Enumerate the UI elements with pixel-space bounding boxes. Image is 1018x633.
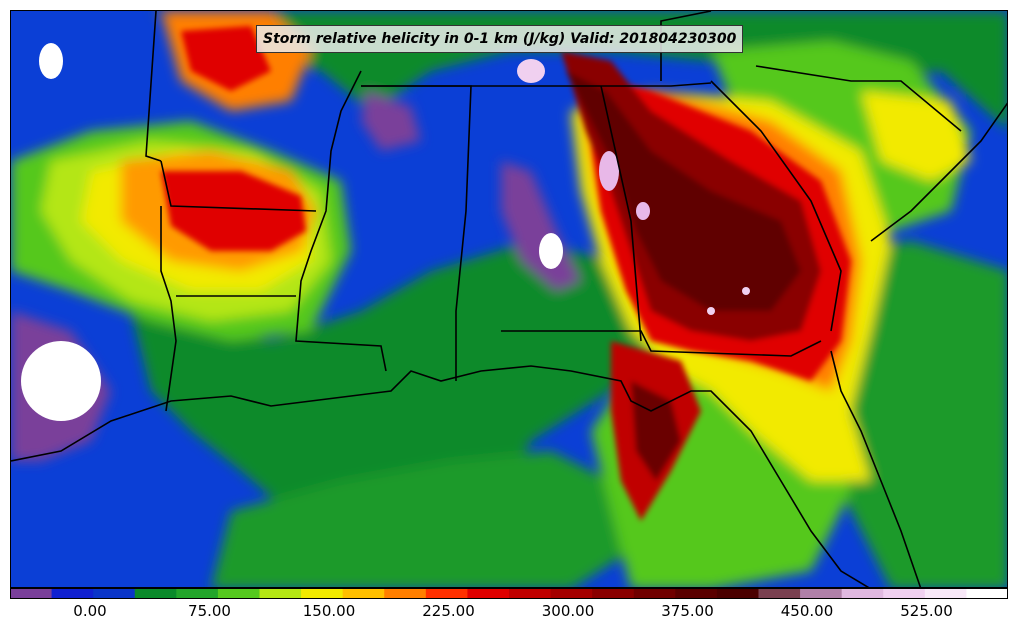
colorbar-bin — [841, 588, 884, 599]
field-lime-ne — [711, 41, 971, 231]
coastline-east — [870, 102, 1007, 242]
colorbar-bin — [342, 588, 385, 599]
colorbar-bin — [301, 588, 344, 599]
state-border-tx-la — [160, 206, 177, 412]
colorbar-bin — [883, 588, 926, 599]
field-yellow-ne — [861, 91, 971, 181]
field-red-west — [161, 171, 306, 251]
pink-spot-2 — [636, 202, 650, 220]
colorbar-bin — [966, 588, 1008, 599]
state-border-ms-river — [295, 70, 387, 372]
pink-spot-5 — [742, 287, 750, 295]
colorbar-bin — [217, 588, 260, 599]
colorbar-bin — [592, 588, 635, 599]
colorbar-bin — [800, 588, 843, 599]
map-title: Storm relative helicity in 0-1 km (J/kg)… — [256, 25, 744, 53]
coastline-atlantic — [830, 350, 922, 587]
colorbar-bin — [134, 588, 177, 599]
colorbar-tick-label: 75.00 — [188, 602, 231, 620]
colorbar-tick-label: 525.00 — [900, 602, 953, 620]
state-border-al-ga — [600, 85, 642, 342]
colorbar-tick-label: 0.00 — [73, 602, 107, 620]
colorbar-bin — [51, 588, 94, 599]
map-panel: Storm relative helicity in 0-1 km (J/kg)… — [10, 10, 1008, 588]
colorbar-bin — [10, 588, 53, 599]
colorbar-tick-label: 450.00 — [780, 602, 834, 620]
colorbar-bin — [716, 588, 759, 599]
geographic-boundaries — [11, 11, 1007, 587]
colorbar-labels: 0.00 75.00 150.00 225.00 300.00 375.00 450.00 5… — [0, 600, 1018, 626]
colorbar-tick-label: 300.00 — [541, 602, 595, 620]
field-purple-north — [361, 91, 421, 151]
colorbar-bin — [924, 588, 967, 599]
state-border-ga-sc — [710, 80, 842, 332]
colorbar-bin — [509, 588, 552, 599]
state-border-nc-sc — [755, 65, 962, 132]
colorbar-bin — [675, 588, 718, 599]
coastline-gulf — [11, 365, 870, 587]
colorbar-bin — [633, 588, 676, 599]
state-border-ne — [660, 11, 712, 81]
state-border-ok-ar — [145, 11, 162, 162]
field-red-nw — [181, 26, 271, 91]
pink-spot-1 — [599, 151, 619, 191]
field-green-south — [211, 451, 631, 587]
field-maroon-core — [566, 71, 801, 311]
state-border-ar-north — [160, 160, 317, 212]
state-border-tn — [361, 82, 712, 87]
white-spot-sw — [21, 341, 101, 421]
colorbar — [10, 588, 1008, 599]
colorbar-bin — [259, 588, 302, 599]
field-maroon-tail — [631, 381, 681, 481]
colorbar-bin — [425, 588, 468, 599]
colorbar-bin — [176, 588, 219, 599]
colorbar-tick-label: 225.00 — [422, 602, 475, 620]
white-spot-central — [539, 233, 563, 269]
colorbar-bin — [384, 588, 427, 599]
colorbar-border — [10, 588, 1008, 599]
field-maxima — [21, 43, 750, 421]
colorbar-tick-label: 150.00 — [302, 602, 356, 620]
white-spot-nw — [39, 43, 63, 79]
field-green-central — [131, 241, 651, 551]
helicity-field-map — [11, 11, 1007, 587]
colorbar-bin — [93, 588, 136, 599]
shading-high-values — [161, 26, 851, 521]
pink-spot-3 — [517, 59, 545, 83]
colorbar-bin — [758, 588, 801, 599]
colorbar-tick-label: 375.00 — [661, 602, 714, 620]
colorbar-bin — [550, 588, 593, 599]
pink-spot-4 — [707, 307, 715, 315]
colorbar-bin — [467, 588, 510, 599]
state-border-fl-line — [501, 330, 822, 357]
